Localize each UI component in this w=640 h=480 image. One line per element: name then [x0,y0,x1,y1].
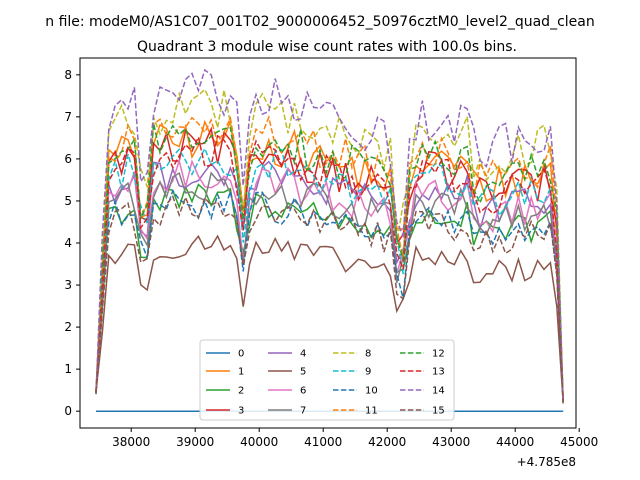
series-line-11 [95,114,564,403]
series-line-15 [95,194,564,403]
series-line-12 [95,123,564,403]
y-tick-label: 7 [64,110,72,124]
legend-label-1: 1 [238,367,244,378]
x-offset-label: +4.785e8 [517,455,576,469]
x-axis: 38000 39000 40000 41000 42000 43000 44000 45000 [112,428,598,449]
series-line-5 [95,234,564,404]
legend-label-15: 15 [432,406,445,417]
series-line-8 [95,88,564,403]
x-tick-label: 44000 [496,435,534,449]
legend-label-8: 8 [365,349,371,360]
figure-suptitle: n file: modeM0/AS1C07_001T02_9000006452_… [45,14,594,30]
legend-box [199,339,455,421]
series-line-9 [95,146,564,403]
series-layer [95,68,564,412]
legend-label-4: 4 [300,349,306,360]
legend-label-5: 5 [300,367,306,378]
series-line-4 [95,160,564,404]
legend-label-0: 0 [238,349,244,360]
legend-label-10: 10 [365,386,378,397]
x-tick-label: 45000 [560,435,598,449]
y-axis: 0 1 2 3 4 5 6 7 8 [64,68,80,418]
series-line-13 [95,134,564,403]
x-tick-label: 38000 [112,435,150,449]
series-line-6 [95,158,564,404]
chart-title: Quadrant 3 module wise count rates with … [137,39,517,55]
y-tick-label: 3 [64,278,72,292]
y-tick-label: 8 [64,68,72,82]
legend-label-11: 11 [365,406,378,417]
x-tick-label: 43000 [432,435,470,449]
y-tick-label: 0 [64,404,72,418]
legend-label-2: 2 [238,386,244,397]
series-line-1 [95,119,564,404]
series-line-14 [95,68,564,403]
x-tick-label: 41000 [304,435,342,449]
legend-label-7: 7 [300,406,306,417]
x-tick-label: 42000 [368,435,406,449]
legend-label-13: 13 [432,367,445,378]
legend-label-9: 9 [365,367,371,378]
series-line-3 [95,126,564,404]
x-tick-label: 39000 [176,435,214,449]
y-tick-label: 2 [64,320,72,334]
legend-label-6: 6 [300,386,306,397]
y-tick-label: 1 [64,362,72,376]
legend-label-14: 14 [432,386,445,397]
y-tick-label: 4 [64,236,72,250]
y-tick-label: 5 [64,194,72,208]
x-tick-label: 40000 [240,435,278,449]
legend-label-3: 3 [238,406,244,417]
y-tick-label: 6 [64,152,72,166]
legend-label-12: 12 [432,349,445,360]
